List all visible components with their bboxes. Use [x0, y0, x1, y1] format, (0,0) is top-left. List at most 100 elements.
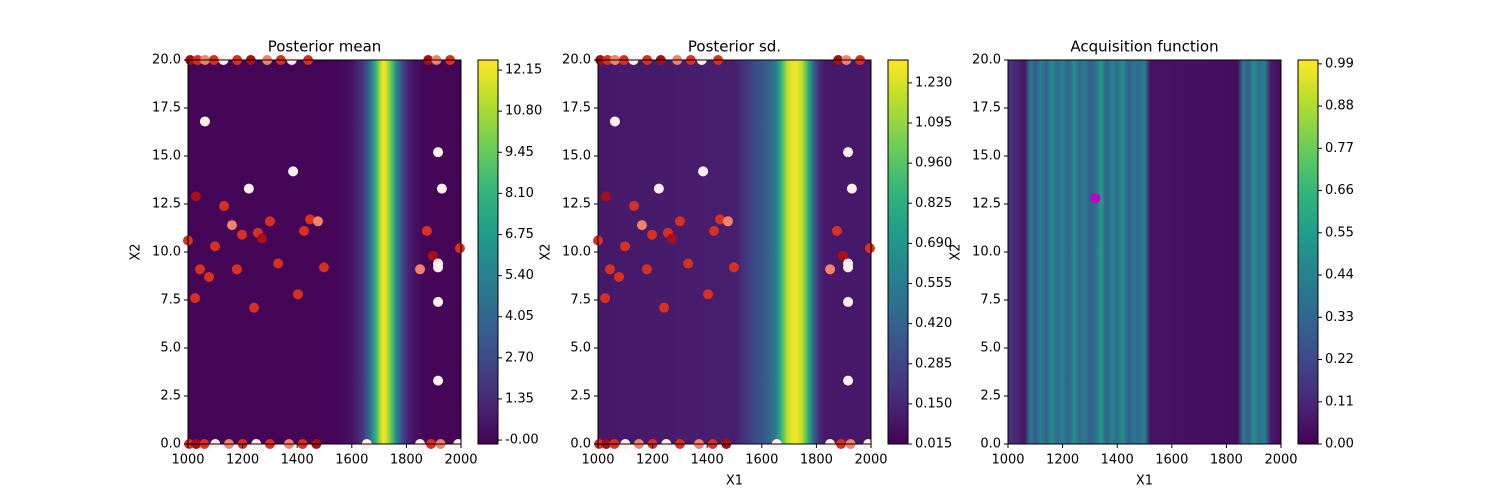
data-point	[843, 375, 854, 386]
colorbar-tick-label: 1.230	[915, 75, 952, 90]
data-point	[237, 229, 248, 240]
x-tick-label: 1400	[1101, 453, 1134, 468]
colorbar-tick-label: 0.66	[1325, 183, 1354, 198]
data-point	[288, 166, 299, 177]
y-tick-label: 17.5	[972, 101, 1001, 116]
data-point	[210, 241, 221, 252]
y-tick-label: 10.0	[152, 245, 181, 260]
y-tick-label: 5.0	[570, 341, 591, 356]
heatmap-cell	[390, 60, 396, 444]
y-tick-label: 20.0	[562, 53, 591, 68]
colorbar-tick-label: 1.35	[505, 391, 534, 406]
heatmap-cell	[1073, 60, 1080, 444]
heatmap-cell	[1057, 60, 1064, 444]
y-tick-label: 12.5	[562, 197, 591, 212]
data-point	[195, 264, 206, 275]
x-tick-label: 1600	[1155, 453, 1188, 468]
y-tick-label: 10.0	[972, 245, 1001, 260]
heatmap-cell	[813, 60, 820, 444]
x-tick-label: 1600	[335, 453, 368, 468]
colorbar	[477, 59, 499, 445]
colorbar-tick-label: 0.77	[1325, 141, 1354, 156]
heatmap-cell	[1253, 60, 1260, 444]
data-point	[843, 262, 854, 273]
data-point	[243, 183, 254, 194]
data-point	[305, 214, 316, 225]
data-point	[433, 375, 444, 386]
x-tick-label: 1800	[1210, 453, 1243, 468]
y-tick-label: 15.0	[562, 149, 591, 164]
data-point	[698, 166, 709, 177]
heatmap-cell	[1270, 60, 1282, 444]
data-point	[433, 296, 444, 307]
heatmap-cell	[1078, 60, 1085, 444]
heatmap-cell	[400, 60, 407, 444]
colorbar	[1297, 59, 1319, 445]
heatmap-cell	[1144, 60, 1151, 444]
heatmap-cell	[780, 60, 787, 444]
y-tick-label: 0.0	[570, 437, 591, 452]
heatmap-cell	[1062, 60, 1069, 444]
data-point	[293, 289, 304, 300]
heatmap-cell	[1237, 60, 1244, 444]
data-point	[318, 262, 329, 273]
heatmap-cell	[808, 60, 815, 444]
x-tick-label: 1600	[745, 453, 778, 468]
data-point	[837, 250, 848, 261]
data-point	[433, 262, 444, 273]
data-point	[199, 116, 210, 127]
colorbar-tick-label: 12.15	[505, 63, 542, 78]
data-point	[600, 293, 611, 304]
x-tick-label: 1200	[636, 453, 669, 468]
colorbar-tick-label: 0.22	[1325, 352, 1354, 367]
data-point	[190, 191, 201, 202]
y-tick-label: 2.5	[570, 389, 591, 404]
data-point	[312, 216, 323, 227]
data-point	[427, 250, 438, 261]
colorbar-tick-label: 0.150	[915, 396, 952, 411]
x-tick-label: 1800	[800, 453, 833, 468]
y-tick-label: 15.0	[152, 149, 181, 164]
heatmap-cell	[359, 60, 366, 444]
data-point	[674, 216, 685, 227]
data-point	[653, 183, 664, 194]
heatmap-cell	[1122, 60, 1129, 444]
heatmap-cell	[819, 60, 826, 444]
data-point	[190, 293, 201, 304]
data-point	[273, 258, 284, 269]
x-tick-label: 1000	[171, 453, 204, 468]
heatmap-cell	[1089, 60, 1096, 444]
heatmap-cell	[406, 60, 416, 444]
y-tick-label: 20.0	[152, 53, 181, 68]
data-point	[249, 302, 260, 313]
heatmap-cell	[188, 60, 325, 444]
data-point	[256, 233, 267, 244]
colorbar-tick-label: 0.825	[915, 196, 952, 211]
data-point	[614, 271, 625, 282]
y-tick-label: 5.0	[980, 341, 1001, 356]
heatmap-cell	[365, 60, 372, 444]
data-point	[436, 183, 447, 194]
colorbar-tick-label: 0.55	[1325, 225, 1354, 240]
data-point	[666, 233, 677, 244]
heatmap-cell	[395, 60, 402, 444]
heatmap-cell	[376, 60, 381, 444]
x-tick-label: 1000	[991, 453, 1024, 468]
heatmap-cell	[1106, 60, 1113, 444]
colorbar-tick-label: 8.10	[505, 186, 534, 201]
heatmap-cell	[745, 60, 757, 444]
heatmap-cell	[1035, 60, 1042, 444]
heatmap-cell	[786, 60, 793, 444]
y-tick-label: 20.0	[972, 53, 1001, 68]
heatmap-cell	[1051, 60, 1058, 444]
y-tick-label: 17.5	[562, 101, 591, 116]
colorbar-tick-label: 0.11	[1325, 394, 1354, 409]
heatmap-cell	[1264, 60, 1271, 444]
data-point	[421, 225, 432, 236]
data-point	[620, 241, 631, 252]
heatmap-cell	[598, 60, 735, 444]
data-point	[825, 264, 836, 275]
y-axis-label: X2	[129, 243, 144, 260]
y-axis-label: X2	[949, 243, 964, 260]
data-point	[659, 302, 670, 313]
